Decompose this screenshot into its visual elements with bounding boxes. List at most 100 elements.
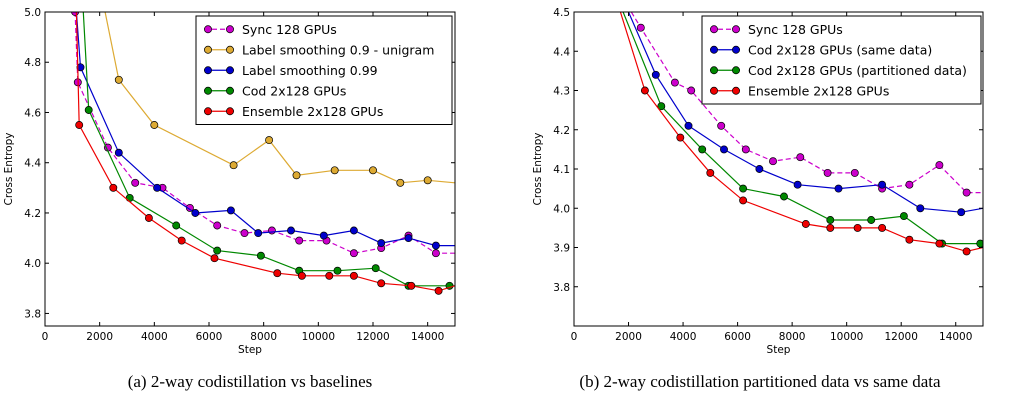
data-point (698, 145, 707, 154)
data-point (349, 271, 358, 280)
data-point (125, 193, 134, 202)
y-tick-label: 4.1 (553, 164, 570, 176)
y-tick-label: 5.0 (24, 7, 41, 19)
legend-marker (226, 107, 234, 116)
data-point (676, 133, 685, 142)
data-point (796, 153, 805, 162)
data-point (377, 279, 386, 288)
data-point (254, 229, 263, 238)
y-tick-label: 4.3 (553, 86, 570, 98)
legend-label: Label smoothing 0.9 - unigram (242, 42, 434, 57)
legend-marker (226, 86, 234, 95)
data-point (369, 166, 377, 175)
y-tick-label: 4.0 (24, 258, 41, 270)
data-point (739, 196, 748, 205)
series-line-1 (630, 12, 983, 194)
data-point (131, 178, 140, 187)
caption-b: (b) 2-way codistillation partitioned dat… (579, 372, 941, 391)
legend-label: Cod 2x128 GPUs (partitioned data) (748, 63, 967, 78)
legend-marker (204, 25, 212, 34)
legend-marker (710, 25, 718, 34)
data-point (657, 102, 666, 111)
data-point (191, 209, 200, 217)
data-point (423, 176, 432, 185)
y-tick-label: 4.4 (24, 158, 41, 170)
legend-label: Cod 2x128 GPUs (242, 83, 346, 98)
x-tick-label: 4000 (670, 331, 697, 343)
data-point (325, 271, 334, 280)
data-point (349, 226, 358, 235)
data-point (213, 221, 222, 230)
data-point (431, 249, 440, 258)
data-point (330, 166, 339, 175)
data-point (319, 231, 328, 240)
x-tick-label: 2000 (86, 331, 113, 343)
legend-box (195, 15, 453, 125)
data-point (853, 223, 862, 232)
x-tick-label: 6000 (196, 331, 223, 343)
data-point (431, 241, 440, 250)
data-point (850, 168, 859, 177)
plot-area (619, 12, 983, 256)
plot-frame (44, 11, 456, 327)
y-axis-label: Cross Entropy (532, 133, 544, 206)
x-tick-label: 8000 (250, 331, 277, 343)
y-tick-label: 3.8 (553, 282, 570, 294)
data-point (636, 23, 645, 32)
data-point (687, 86, 696, 95)
legend-marker (226, 66, 234, 75)
legend-label: Label smoothing 0.99 (242, 63, 378, 78)
x-tick-label: 14000 (411, 331, 444, 343)
data-point (434, 286, 443, 295)
data-point (185, 203, 194, 212)
data-point (717, 121, 726, 130)
data-point (684, 121, 693, 130)
x-tick-label: 10000 (830, 331, 863, 343)
legend-box (701, 15, 982, 105)
data-point (935, 161, 944, 170)
data-point (905, 180, 914, 189)
data-point (256, 251, 265, 260)
data-point (793, 180, 802, 189)
legend-marker (732, 45, 740, 54)
data-point (226, 206, 235, 215)
data-point (823, 168, 832, 177)
data-point (177, 236, 186, 245)
data-point (295, 236, 304, 245)
data-point (801, 220, 810, 228)
data-point (916, 204, 925, 213)
data-point (404, 234, 413, 243)
data-point (651, 70, 660, 79)
data-point (114, 148, 123, 157)
data-point (670, 78, 679, 87)
legend-marker (204, 107, 212, 116)
legend-label: Cod 2x128 GPUs (same data) (748, 42, 932, 57)
legend: Sync 128 GPUs Label smoothing 0.9 - unigr… (195, 15, 453, 125)
data-point (780, 192, 788, 201)
data-point (407, 281, 416, 290)
series-line-4 (82, 12, 455, 287)
legend-marker (226, 45, 234, 54)
legend-marker (732, 86, 740, 95)
y-tick-label: 4.4 (553, 46, 570, 58)
data-point (84, 106, 93, 114)
data-point (150, 121, 159, 129)
data-point (640, 86, 649, 95)
data-point (706, 168, 715, 177)
legend-marker (732, 66, 740, 75)
data-point (114, 75, 123, 84)
data-point (739, 184, 748, 193)
data-point (377, 239, 386, 248)
data-point (333, 266, 342, 275)
x-axis-label: Step (767, 344, 791, 356)
y-tick-label: 4.6 (24, 107, 41, 119)
data-point (153, 183, 162, 192)
data-point (867, 216, 876, 224)
x-tick-label: 10000 (302, 331, 335, 343)
data-point (172, 221, 181, 230)
x-tick-label: 2000 (615, 331, 642, 343)
data-point (834, 184, 843, 193)
data-point (349, 249, 358, 258)
x-tick-label: 12000 (356, 331, 389, 343)
legend-marker (204, 45, 212, 54)
